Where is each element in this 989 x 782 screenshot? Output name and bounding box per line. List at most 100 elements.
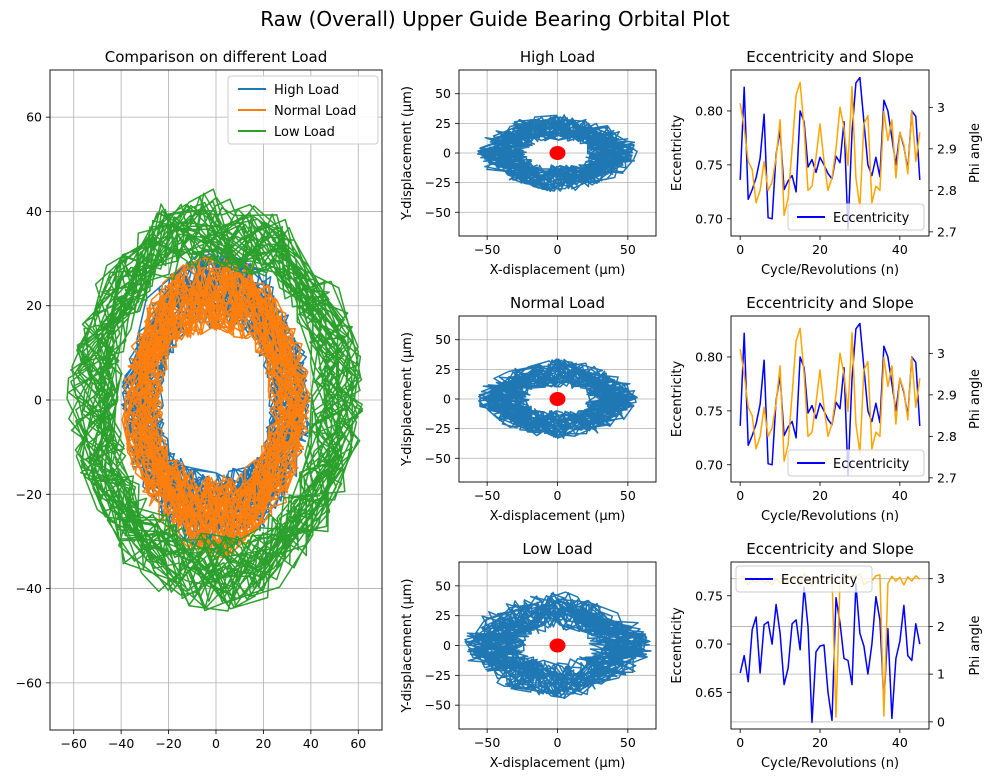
tick-label-x: 50 (620, 735, 636, 750)
chart-ecc-high: 2.7 2.8 2.9 3 Phi angle 0 20 40 0.70 0.75 0.80 Ecce… (670, 48, 983, 278)
y-axis-label-right: Phi angle (968, 616, 983, 676)
tick-label-y: 0.70 (695, 211, 723, 226)
y-axis-label: Eccentricity (670, 361, 685, 438)
center-marker (549, 392, 566, 406)
tick-label-y: −50 (425, 698, 451, 713)
tick-label-x: 20 (812, 242, 828, 257)
tick-label-y: 0 (443, 146, 451, 161)
tick-label-x: −50 (474, 242, 500, 257)
chart-title: Low Load (522, 540, 592, 558)
tick-label-x: −40 (108, 736, 134, 751)
y-axis-label-right: Phi angle (968, 123, 983, 183)
tick-label-x: 0 (736, 242, 744, 257)
chart-title: Eccentricity and Slope (746, 48, 913, 66)
y-axis-label: Y-displacement (µm) (400, 332, 415, 467)
tick-label-x: 40 (892, 488, 908, 503)
orbit-series-line (464, 591, 652, 700)
tick-label-x: 50 (620, 488, 636, 503)
orbit-series-line (476, 114, 638, 193)
tick-label-y: −25 (425, 175, 451, 190)
chart-ecc-low: 0 1 2 3 Phi angle 0 20 40 0.65 0.70 0.75 Eccentrici… (670, 540, 983, 771)
tick-label-x: 0 (554, 735, 562, 750)
chart-ecc-normal: 2.7 2.8 2.9 3 Phi angle 0 20 40 0.70 0.75 0.80 Ecce… (670, 294, 983, 524)
tick-label-y: 20 (26, 298, 42, 313)
tick-label-y: −50 (425, 205, 451, 220)
plot-area (739, 76, 921, 231)
axes-frame (730, 315, 930, 483)
legend-label: Eccentricity (833, 457, 910, 472)
tick-label-y: 25 (435, 608, 451, 623)
phi-angle-line (739, 81, 921, 216)
tick-label-y: 25 (435, 362, 451, 377)
tick-label-x: 60 (350, 736, 366, 751)
tick-label-y: 0 (443, 638, 451, 653)
tick-label-y: −20 (16, 487, 42, 502)
plot-area (739, 322, 921, 477)
tick-label-y: 0 (34, 393, 42, 408)
y-axis-label-right: Phi angle (968, 369, 983, 429)
eccentricity-line (739, 322, 921, 477)
tick-label-y: 0.75 (695, 157, 723, 172)
legend-label: Low Load (274, 125, 335, 140)
legend-label: High Load (274, 83, 339, 98)
tick-label-right: 0 (937, 714, 945, 729)
tick-label-x: 0 (554, 242, 562, 257)
chart-title: Eccentricity and Slope (746, 540, 913, 558)
tick-label-y: 50 (435, 578, 451, 593)
tick-label-x: 40 (892, 735, 908, 750)
tick-label-y: −50 (425, 451, 451, 466)
tick-label-right: 2.9 (937, 141, 957, 156)
tick-label-y: 0.70 (695, 637, 723, 652)
chart-title: Normal Load (510, 294, 605, 312)
tick-label-y: −25 (425, 421, 451, 436)
tick-label-right: 3 (937, 100, 945, 115)
x-axis-label: Cycle/Revolutions (n) (761, 509, 899, 524)
tick-label-x: 50 (620, 242, 636, 257)
plot-area (478, 358, 638, 440)
legend-label: Normal Load (274, 104, 356, 119)
eccentricity-line (739, 583, 921, 723)
tick-label-y: 60 (26, 110, 42, 125)
x-axis-label: X-displacement (µm) (490, 756, 626, 771)
tick-label-y: 0.70 (695, 457, 723, 472)
x-axis-label: X-displacement (µm) (490, 509, 626, 524)
tick-label-x: 40 (303, 736, 319, 751)
tick-label-y: 0.80 (695, 103, 723, 118)
tick-label-right: 2.7 (937, 224, 957, 239)
axes-frame (730, 69, 930, 237)
x-axis-label: X-displacement (µm) (490, 263, 626, 278)
tick-label-right: 3 (937, 346, 945, 361)
tick-label-x: −50 (474, 488, 500, 503)
chart-title: High Load (520, 48, 595, 66)
tick-label-y: 25 (435, 116, 451, 131)
tick-label-x: 0 (736, 735, 744, 750)
legend-box (787, 203, 925, 231)
tick-label-y: 0.75 (695, 588, 723, 603)
tick-label-x: 20 (812, 488, 828, 503)
plot-area (66, 188, 364, 612)
tick-label-right: 1 (937, 667, 945, 682)
plot-area (464, 591, 652, 700)
tick-label-x: 20 (812, 735, 828, 750)
tick-label-x: −60 (61, 736, 87, 751)
orbit-series-line (478, 358, 638, 440)
eccentricity-line (739, 76, 921, 231)
tick-label-y: 0.75 (695, 403, 723, 418)
tick-label-right: 2.9 (937, 387, 957, 402)
y-axis-label: Eccentricity (670, 607, 685, 684)
tick-label-x: −50 (474, 735, 500, 750)
tick-label-x: 20 (255, 736, 271, 751)
plot-area (476, 114, 638, 193)
tick-label-x: 0 (554, 488, 562, 503)
tick-label-right: 2.8 (937, 183, 957, 198)
orbit-series-line (121, 253, 311, 559)
figure-title: Raw (Overall) Upper Guide Bearing Orbita… (260, 7, 730, 31)
tick-label-right: 2.8 (937, 429, 957, 444)
tick-label-y: 40 (26, 204, 42, 219)
legend-box (787, 449, 925, 477)
chart-title: Comparison on different Load (105, 48, 328, 66)
plot-area (739, 572, 921, 723)
tick-label-y: −60 (16, 675, 42, 690)
tick-label-y: 50 (435, 86, 451, 101)
